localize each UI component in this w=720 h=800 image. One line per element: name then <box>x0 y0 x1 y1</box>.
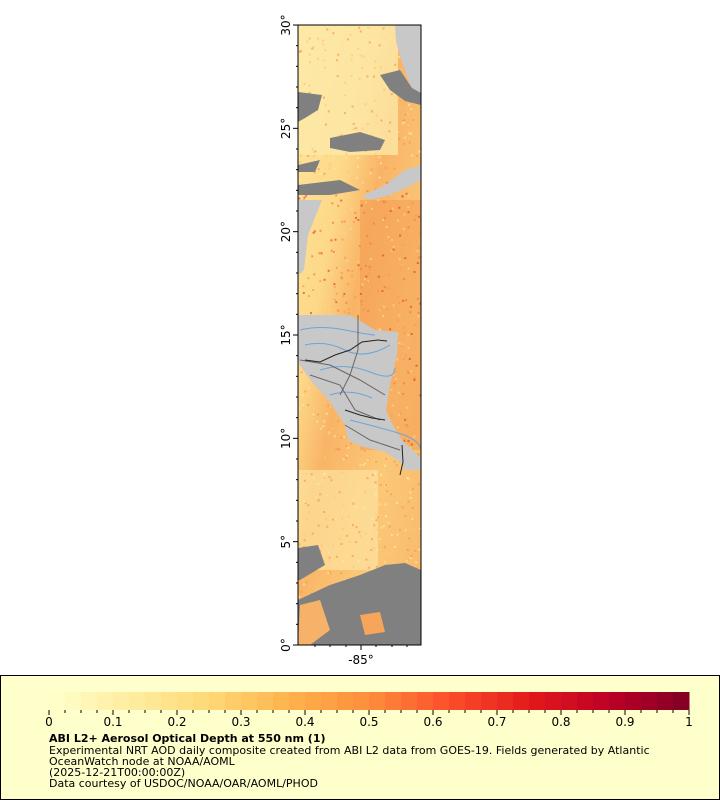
colorbar-swatch <box>481 692 498 710</box>
colorbar-swatch <box>353 692 370 710</box>
colorbar-tick-label: 0.3 <box>231 715 250 729</box>
legend-time: (2025-12-21T00:00:00Z) <box>49 766 186 779</box>
colorbar-swatch <box>65 692 82 710</box>
x-axis: -85° <box>314 645 408 667</box>
colorbar-swatch <box>625 692 642 710</box>
colorbar-swatch <box>337 692 354 710</box>
colorbar-swatch <box>305 692 322 710</box>
colorbar-tick-label: 0.9 <box>615 715 634 729</box>
legend-credit: Data courtesy of USDOC/NOAA/OAR/AOML/PHO… <box>49 777 318 790</box>
colorbar-swatch <box>673 692 690 710</box>
colorbar-tick-label: 0.2 <box>167 715 186 729</box>
colorbar-swatch <box>49 692 66 710</box>
colorbar-swatch <box>129 692 146 710</box>
colorbar-swatch <box>209 692 226 710</box>
colorbar-tick-label: 0 <box>45 715 53 729</box>
aod-patch <box>298 600 330 645</box>
land-central-america <box>298 315 421 470</box>
y-tick-label: 30° <box>279 14 293 35</box>
no-data-cloud <box>298 92 322 122</box>
colorbar-swatch <box>161 692 178 710</box>
no-data-cloud <box>298 160 320 172</box>
colorbar-swatch <box>593 692 610 710</box>
land-cuba <box>362 165 421 200</box>
colorbar-swatch <box>385 692 402 710</box>
aod-patch <box>360 612 385 635</box>
y-tick-label: 20° <box>279 221 293 242</box>
y-tick-label: 25° <box>279 118 293 139</box>
legend-description-2: OceanWatch node at NOAA/AOML <box>49 755 235 768</box>
colorbar-swatch <box>529 692 546 710</box>
colorbar-tick-label: 1 <box>685 715 693 729</box>
colorbar-swatch <box>561 692 578 710</box>
y-axis: 0° 5° 10° 15° 20° 25° 30° <box>279 14 298 652</box>
colorbar-tick-label: 0.4 <box>295 715 314 729</box>
aod-field <box>298 25 421 645</box>
colorbar-swatch <box>609 692 626 710</box>
national-borders <box>304 339 404 476</box>
colorbar-swatch <box>497 692 514 710</box>
colorbar-swatch <box>289 692 306 710</box>
colorbar-swatch <box>257 692 274 710</box>
land-yucatan <box>298 200 322 275</box>
colorbar-swatch <box>193 692 210 710</box>
colorbar-swatch <box>657 692 674 710</box>
no-data-cloud <box>380 70 421 105</box>
x-tick-label: -85° <box>348 653 374 667</box>
colorbar-swatch <box>97 692 114 710</box>
colorbar-swatch <box>273 692 290 710</box>
colorbar-swatch <box>577 692 594 710</box>
legend-panel: 0 0.1 0.2 0.3 0.4 0.5 0.6 0.7 0.8 0.9 1 ABI L2+ Ae… <box>0 675 720 800</box>
colorbar-swatch <box>81 692 98 710</box>
no-data-cloud <box>330 132 385 152</box>
colorbar-swatch <box>433 692 450 710</box>
no-data-cloud <box>298 180 360 195</box>
no-data-cloud <box>298 563 421 645</box>
colorbar-swatch <box>641 692 658 710</box>
colorbar-swatch <box>113 692 130 710</box>
colorbar-swatch <box>513 692 530 710</box>
colorbar-tick-label: 0.7 <box>487 715 506 729</box>
colorbar: 0 0.1 0.2 0.3 0.4 0.5 0.6 0.7 0.8 0.9 1 <box>45 692 693 729</box>
y-tick-label: 10° <box>279 428 293 449</box>
legend-title: ABI L2+ Aerosol Optical Depth at 550 nm … <box>49 732 326 745</box>
colorbar-tick-label: 0.5 <box>359 715 378 729</box>
map-plot: 0° 5° 10° 15° 20° 25° 30° -85° <box>279 14 422 667</box>
y-tick-label: 0° <box>279 638 293 652</box>
y-tick-label: 15° <box>279 324 293 345</box>
colorbar-tick-label: 0.6 <box>423 715 442 729</box>
y-tick-label: 5° <box>279 535 293 549</box>
colorbar-swatch <box>449 692 466 710</box>
land-north <box>395 25 421 100</box>
colorbar-swatch <box>241 692 258 710</box>
colorbar-swatch <box>417 692 434 710</box>
low-aod-region <box>298 25 398 155</box>
colorbar-swatch <box>145 692 162 710</box>
borders <box>299 315 401 451</box>
colorbar-swatch <box>177 692 194 710</box>
colorbar-tick-label: 0.1 <box>103 715 122 729</box>
colorbar-swatch <box>225 692 242 710</box>
colorbar-swatch <box>401 692 418 710</box>
legend-description-1: Experimental NRT AOD daily composite cre… <box>49 744 650 757</box>
colorbar-swatch <box>321 692 338 710</box>
colorbar-tick-label: 0.8 <box>551 715 570 729</box>
colorbar-swatch <box>545 692 562 710</box>
no-data-cloud <box>298 545 325 580</box>
colorbar-swatch <box>369 692 386 710</box>
colorbar-swatch <box>465 692 482 710</box>
